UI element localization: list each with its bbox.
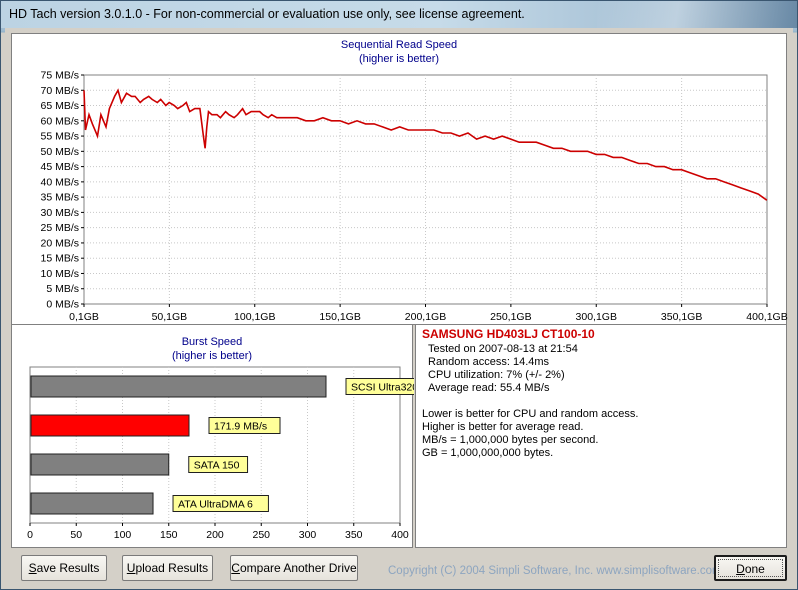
x-tick-label: 250,1GB	[490, 311, 531, 323]
compare-another-drive-button[interactable]: Compare Another Drive	[230, 555, 358, 581]
burst-bar-label-box	[345, 378, 414, 395]
window-title: HD Tach version 3.0.1.0 - For non-commer…	[9, 7, 525, 21]
drive-info-panel: SAMSUNG HD403LJ CT100-10 Tested on 2007-…	[415, 324, 787, 548]
x-tick-label: 150,1GB	[319, 311, 360, 323]
burst-bar-label: ATA UltraDMA 6	[178, 499, 253, 511]
y-tick-label: 40 MB/s	[40, 176, 79, 188]
note-line: Lower is better for CPU and random acces…	[422, 408, 639, 420]
burst-speed-panel: Burst Speed (higher is better) 0 50 100 150…	[11, 324, 414, 548]
random-access: Random access: 14.4ms	[428, 356, 550, 368]
save-results-label: ave Results	[36, 561, 100, 575]
sequential-chart-subtitle: (higher is better)	[358, 53, 440, 65]
y-tick-label: 10 MB/s	[40, 268, 79, 280]
y-tick-label: 15 MB/s	[40, 253, 79, 265]
y-tick-label: 25 MB/s	[40, 222, 79, 234]
x-tick-label: 350,1GB	[661, 311, 702, 323]
sequential-read-chart: 0 MB/s 5 MB/s 10 MB/s 15 MB/s 20 MB/s 25 MB/s…	[40, 70, 787, 324]
burst-bar-label-box	[188, 456, 249, 473]
upload-results-button[interactable]: Upload Results	[122, 555, 213, 581]
y-tick-label: 35 MB/s	[40, 192, 79, 204]
y-tick-label: 70 MB/s	[40, 85, 79, 97]
tested-on: Tested on 2007-08-13 at 21:54	[428, 343, 578, 355]
copyright-link[interactable]: Copyright (C) 2004 Simpli Software, Inc.…	[388, 565, 722, 577]
y-tick-label: 30 MB/s	[40, 207, 79, 219]
y-tick-label: 45 MB/s	[40, 161, 79, 173]
burst-bar	[30, 453, 170, 476]
save-results-hotkey: S	[28, 561, 37, 575]
sequential-chart-title: Sequential Read Speed	[340, 39, 458, 51]
x-tick-label: 200,1GB	[405, 311, 446, 323]
y-tick-label: 55 MB/s	[40, 131, 79, 143]
burst-x-tick-label: 100	[114, 529, 132, 541]
y-tick-label: 0 MB/s	[46, 299, 79, 311]
sequential-read-panel: Sequential Read Speed (higher is better)…	[11, 33, 788, 325]
upload-results-hotkey: U	[126, 561, 136, 575]
burst-bar-label: 171.9 MB/s	[214, 421, 267, 433]
done-label: one	[744, 562, 765, 576]
client-area: Sequential Read Speed (higher is better)…	[5, 28, 793, 586]
note-line: GB = 1,000,000,000 bytes.	[422, 447, 554, 459]
y-tick-label: 75 MB/s	[40, 70, 79, 82]
done-hotkey: D	[736, 562, 745, 576]
burst-bar	[30, 492, 154, 515]
x-tick-label: 100,1GB	[234, 311, 275, 323]
average-read: Average read: 55.4 MB/s	[428, 382, 550, 394]
burst-chart-title: Burst Speed	[181, 336, 243, 348]
compare-hotkey: C	[231, 561, 240, 575]
title-bar[interactable]: HD Tach version 3.0.1.0 - For non-commer…	[1, 1, 797, 28]
y-tick-label: 50 MB/s	[40, 146, 79, 158]
burst-x-tick-label: 200	[206, 529, 224, 541]
burst-x-tick-label: 400	[391, 529, 409, 541]
burst-x-tick-label: 150	[160, 529, 178, 541]
y-tick-label: 65 MB/s	[40, 100, 79, 112]
read-speed-line	[83, 88, 768, 201]
note-line: MB/s = 1,000,000 bytes per second.	[422, 434, 599, 446]
burst-bar-label: SATA 150	[194, 460, 240, 472]
burst-bar-label-box	[208, 417, 281, 434]
burst-bar	[30, 414, 190, 437]
upload-results-label: pload Results	[135, 561, 209, 575]
burst-bar-label: SCSI Ultra320	[351, 382, 414, 394]
cpu-utilization: CPU utilization: 7% (+/- 2%)	[428, 369, 565, 381]
burst-x-tick-label: 250	[252, 529, 270, 541]
x-tick-label: 0,1GB	[69, 311, 99, 323]
burst-speed-chart: 0 50 100 150 200 250 300 350 400 SCSI Ultra320 171…	[27, 366, 414, 541]
burst-x-tick-label: 50	[70, 529, 82, 541]
burst-x-tick-label: 0	[27, 529, 33, 541]
burst-x-tick-label: 300	[299, 529, 317, 541]
compare-label: ompare Another Drive	[239, 561, 357, 575]
drive-name: SAMSUNG HD403LJ CT100-10	[422, 327, 595, 341]
burst-x-tick-label: 350	[345, 529, 363, 541]
x-tick-label: 400,1GB	[746, 311, 787, 323]
y-tick-label: 60 MB/s	[40, 115, 79, 127]
burst-bar	[30, 375, 327, 398]
x-tick-label: 50,1GB	[152, 311, 188, 323]
title-bar-decoration	[597, 1, 797, 28]
burst-bar-label-box	[172, 495, 269, 512]
save-results-button[interactable]: Save Results	[21, 555, 107, 581]
x-tick-label: 300,1GB	[576, 311, 617, 323]
done-button[interactable]: Done	[714, 555, 787, 581]
y-tick-label: 5 MB/s	[46, 283, 79, 295]
burst-chart-subtitle: (higher is better)	[171, 350, 253, 362]
y-tick-label: 20 MB/s	[40, 237, 79, 249]
note-line: Higher is better for average read.	[422, 421, 584, 433]
